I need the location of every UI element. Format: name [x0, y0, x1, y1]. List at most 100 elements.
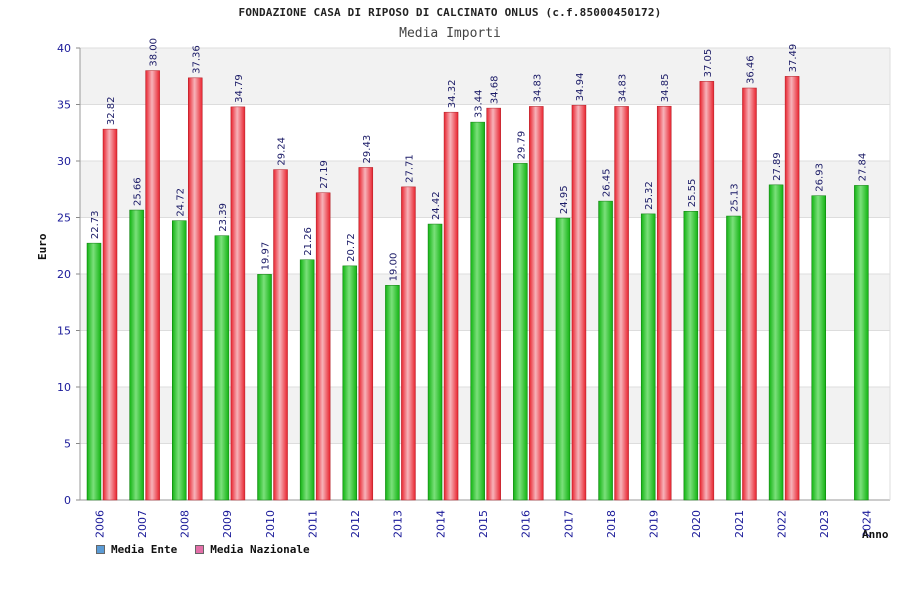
legend: Media Ente Media Nazionale [96, 543, 310, 556]
data-label: 37.49 [788, 44, 799, 73]
bar-media-ente [342, 265, 358, 501]
x-tick-label: 2011 [306, 510, 319, 538]
bar-media-nazionale [273, 169, 288, 501]
bar-media-ente [640, 213, 656, 501]
data-label: 34.85 [660, 74, 671, 103]
legend-swatch-ente [96, 545, 105, 554]
bar-media-ente [129, 209, 144, 501]
bar-media-nazionale [145, 70, 160, 501]
data-label: 25.55 [687, 179, 698, 208]
data-label: 29.43 [362, 135, 373, 164]
data-label: 32.82 [106, 96, 117, 125]
data-label: 20.72 [346, 233, 357, 262]
y-tick-label: 10 [57, 381, 71, 394]
data-label: 34.68 [490, 75, 501, 104]
bar-media-nazionale [486, 107, 501, 501]
x-tick-label: 2006 [93, 510, 106, 538]
x-tick-label: 2007 [136, 510, 149, 538]
bar-media-ente [172, 220, 187, 501]
data-label: 38.00 [149, 38, 160, 67]
x-tick-label: 2019 [648, 510, 661, 538]
data-label: 34.32 [447, 80, 458, 109]
data-label: 24.72 [175, 188, 186, 217]
x-tick-label: 2022 [775, 510, 788, 538]
bar-media-nazionale [230, 106, 246, 501]
data-label: 24.95 [559, 185, 570, 214]
bar-media-ente [257, 274, 272, 501]
bar-media-ente [385, 285, 400, 501]
x-tick-label: 2014 [434, 510, 447, 538]
x-tick-label: 2020 [690, 510, 703, 538]
bar-media-ente [427, 223, 443, 501]
bar-media-ente [854, 185, 869, 501]
x-tick-label: 2012 [349, 510, 362, 538]
x-tick-label: 2013 [392, 510, 405, 538]
x-tick-label: 2010 [264, 510, 277, 538]
x-tick-label: 2023 [818, 510, 831, 538]
data-label: 34.83 [618, 74, 629, 103]
bar-media-nazionale [699, 81, 715, 501]
data-label: 23.39 [218, 203, 229, 232]
data-label: 29.79 [516, 131, 527, 160]
data-label: 34.83 [532, 74, 543, 103]
y-tick-label: 35 [57, 99, 71, 112]
bar-media-nazionale [401, 186, 416, 501]
data-label: 34.79 [234, 74, 245, 103]
data-label: 19.97 [261, 242, 272, 271]
y-tick-label: 20 [57, 268, 71, 281]
data-label: 26.45 [602, 168, 613, 197]
bar-media-nazionale [656, 105, 672, 501]
data-label: 27.84 [857, 153, 868, 182]
x-tick-label: 2016 [520, 510, 533, 538]
bar-media-ente [811, 195, 826, 501]
bar-media-ente [513, 163, 528, 501]
chart-subtitle: Media Importi [399, 26, 501, 41]
bar-media-nazionale [784, 76, 800, 501]
data-label: 36.46 [745, 55, 756, 84]
data-label: 25.13 [729, 183, 740, 212]
x-tick-label: 2018 [605, 510, 618, 538]
y-tick-label: 0 [64, 494, 71, 507]
bar-media-nazionale [443, 111, 459, 501]
x-tick-label: 2024 [861, 510, 874, 538]
bar-media-nazionale [102, 128, 118, 501]
y-tick-label: 25 [57, 212, 71, 225]
bar-media-nazionale [742, 87, 757, 501]
data-label: 22.73 [90, 211, 101, 240]
y-tick-label: 15 [57, 325, 71, 338]
x-axis-label: Anno [862, 528, 889, 541]
data-label: 34.94 [575, 73, 586, 102]
y-tick-label: 30 [57, 155, 71, 168]
data-label: 29.24 [277, 137, 288, 166]
data-label: 27.71 [404, 154, 415, 183]
x-tick-label: 2021 [733, 510, 746, 538]
data-label: 25.66 [133, 177, 144, 206]
data-label: 37.36 [191, 45, 202, 74]
legend-label-nazionale: Media Nazionale [210, 543, 310, 556]
bar-media-ente [768, 184, 784, 501]
data-label: 25.32 [644, 181, 655, 210]
y-tick-label: 40 [57, 42, 71, 55]
bar-media-ente [86, 242, 102, 501]
x-tick-label: 2009 [221, 510, 234, 538]
data-label: 19.00 [388, 253, 399, 282]
bar-media-nazionale [315, 192, 331, 501]
y-tick-label: 5 [64, 438, 71, 451]
data-label: 21.26 [303, 227, 314, 256]
legend-item-ente: Media Ente [96, 543, 177, 556]
data-label: 37.05 [703, 49, 714, 78]
bar-media-nazionale [571, 104, 587, 501]
bar-media-ente [214, 235, 230, 501]
legend-item-nazionale: Media Nazionale [195, 543, 310, 556]
legend-label-ente: Media Ente [111, 543, 178, 556]
bar-media-nazionale [188, 77, 203, 501]
bar-media-ente [683, 211, 699, 501]
bar-media-ente [470, 121, 485, 501]
x-tick-label: 2015 [477, 510, 490, 538]
legend-swatch-nazionale [195, 545, 205, 554]
bar-media-ente [598, 200, 613, 501]
bar-media-ente [726, 215, 741, 501]
bar-media-nazionale [358, 167, 374, 501]
data-label: 27.19 [319, 160, 330, 189]
data-label: 24.42 [431, 191, 442, 220]
